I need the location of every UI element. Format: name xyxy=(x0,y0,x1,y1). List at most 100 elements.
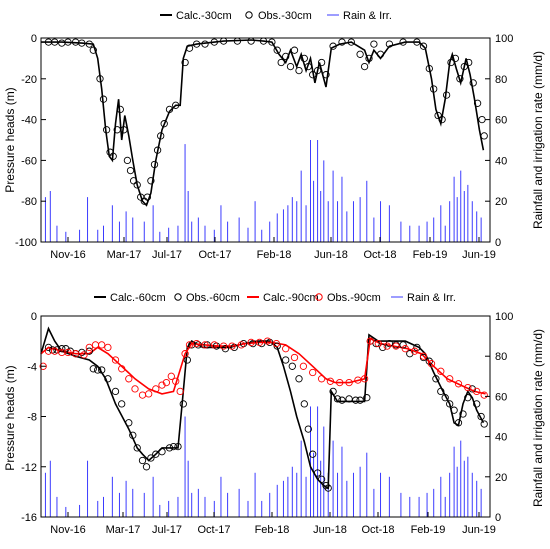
bottom-point-obs-90cm xyxy=(410,347,419,355)
top-point-obs-30cm xyxy=(329,42,337,50)
top-point-obs-30cm xyxy=(456,75,464,83)
bottom-point-obs-90cm xyxy=(201,341,209,349)
top-point-obs-30cm xyxy=(473,99,482,107)
bottom-point-obs-60cm xyxy=(473,400,481,408)
bottom-point-obs-90cm xyxy=(473,387,481,396)
bottom-point-obs-60cm xyxy=(129,431,137,439)
top-ytick-label: 0 xyxy=(31,33,37,45)
bottom-point-obs-90cm xyxy=(91,341,100,349)
bottom-point-obs-60cm xyxy=(147,454,155,462)
top-point-obs-30cm xyxy=(465,58,473,67)
bottom-point-obs-60cm xyxy=(174,442,182,451)
bottom-point-obs-90cm xyxy=(464,383,472,392)
top-legend-label-rain: Rain & Irr. xyxy=(343,10,392,22)
bottom-point-obs-90cm xyxy=(181,350,189,358)
bottom-point-obs-60cm xyxy=(322,481,330,490)
bottom-point-obs-90cm xyxy=(104,343,112,352)
bottom-point-obs-90cm xyxy=(345,378,353,387)
top-point-obs-30cm xyxy=(273,46,281,54)
bottom-axes: 0 -4 -8 -12 -16 0 20 40 60 80 100 Nov-16 Mar-17 Jul-1… xyxy=(21,311,513,536)
bottom-y2tick-label: 100 xyxy=(495,311,513,323)
bottom-point-obs-60cm xyxy=(441,394,449,402)
bottom-point-obs-90cm xyxy=(44,347,53,355)
bottom-point-obs-60cm xyxy=(89,365,97,373)
top-point-obs-30cm xyxy=(438,115,446,124)
bottom-point-obs-90cm xyxy=(272,339,281,348)
top-legend-swatch-obs-30 xyxy=(245,11,253,19)
top-point-obs-30cm xyxy=(309,71,317,79)
bottom-point-obs-60cm xyxy=(338,396,346,404)
top-plot-frame xyxy=(40,37,491,243)
bottom-point-obs-90cm xyxy=(228,342,236,350)
bottom-point-obs-90cm xyxy=(401,345,409,353)
top-point-obs-30cm xyxy=(147,177,155,185)
bottom-point-obs-60cm xyxy=(464,394,472,402)
bottom-point-obs-60cm xyxy=(413,343,421,352)
top-point-obs-30cm xyxy=(317,58,326,67)
bottom-xtick-label: Feb-18 xyxy=(255,524,290,536)
bottom-legend: Calc.-60cm Obs.-60cm Calc.-90cm Obs.-90c… xyxy=(94,292,456,304)
top-point-obs-30cm xyxy=(425,64,433,73)
bottom-point-obs-60cm xyxy=(152,450,160,458)
bottom-point-obs-60cm xyxy=(118,400,126,408)
bottom-point-obs-90cm xyxy=(71,350,80,358)
top-point-obs-30cm xyxy=(143,193,152,201)
bottom-point-obs-90cm xyxy=(247,338,255,347)
top-point-obs-30cm xyxy=(165,105,174,114)
top-point-obs-30cm xyxy=(360,62,369,71)
top-point-obs-30cm xyxy=(478,115,486,124)
bottom-y2tick-label: 20 xyxy=(495,472,507,484)
top-ylabel: Pressure heads (m) xyxy=(3,87,17,192)
bottom-point-obs-60cm xyxy=(111,387,120,396)
bottom-point-obs-90cm xyxy=(326,377,335,385)
bottom-point-obs-90cm xyxy=(51,347,59,355)
bottom-point-obs-90cm xyxy=(336,378,344,387)
bottom-point-obs-60cm xyxy=(477,412,485,421)
bottom-point-obs-60cm xyxy=(450,406,458,414)
bottom-y2tick-label: 80 xyxy=(495,351,507,363)
bottom-point-obs-90cm xyxy=(237,341,245,349)
bottom-point-obs-60cm xyxy=(363,394,371,402)
bottom-point-obs-60cm xyxy=(104,375,112,383)
top-point-obs-30cm xyxy=(192,40,201,48)
bottom-point-obs-60cm xyxy=(425,357,433,365)
bottom-ylabel: Pressure heads (m) xyxy=(3,365,17,470)
top-point-obs-30cm xyxy=(282,52,290,61)
bottom-point-obs-60cm xyxy=(62,345,70,353)
bottom-point-obs-60cm xyxy=(138,456,147,465)
top-point-obs-30cm xyxy=(129,177,138,185)
top-point-obs-30cm xyxy=(96,75,104,83)
top-point-obs-30cm xyxy=(181,58,189,67)
bottom-point-obs-90cm xyxy=(366,337,374,345)
bottom-point-obs-60cm xyxy=(85,347,93,355)
bottom-point-obs-90cm xyxy=(185,341,194,349)
top-point-obs-30cm xyxy=(385,40,394,48)
bottom-point-obs-90cm xyxy=(263,337,272,345)
bottom-point-obs-90cm xyxy=(145,390,153,398)
bottom-point-obs-90cm xyxy=(39,362,47,370)
top-point-obs-30cm xyxy=(347,38,355,46)
bottom-point-obs-90cm xyxy=(383,342,391,350)
top-ytick-label: -40 xyxy=(21,115,37,127)
bottom-point-obs-90cm xyxy=(118,365,126,373)
top-y2label: Rainfall and irrigation rate (mm/d) xyxy=(531,51,545,229)
bottom-point-obs-90cm xyxy=(255,338,264,347)
bottom-xtick-label: Mar-17 xyxy=(106,524,141,536)
top-chart-marks xyxy=(41,37,488,242)
bottom-series-calc-60cm xyxy=(40,326,485,490)
bottom-point-obs-90cm xyxy=(219,342,228,350)
top-y2tick-label: 0 xyxy=(495,237,501,249)
top-xtick-label: Feb-19 xyxy=(413,249,448,261)
bottom-point-obs-60cm xyxy=(142,463,151,471)
bottom-point-obs-90cm xyxy=(64,348,72,357)
top-xtick-label: Feb-18 xyxy=(257,249,292,261)
bottom-point-obs-60cm xyxy=(399,341,407,349)
bottom-point-obs-90cm xyxy=(111,356,120,364)
bottom-point-obs-90cm xyxy=(374,339,382,348)
top-axes: 0 -20 -40 -60 -80 -100 0 20 40 60 80 100 Nov-16 Mar-1… xyxy=(15,33,513,261)
bottom-point-obs-60cm xyxy=(459,410,467,418)
top-point-obs-30cm xyxy=(51,38,59,46)
top-point-obs-30cm xyxy=(304,62,312,71)
bottom-xtick-label: Oct-18 xyxy=(361,524,394,536)
